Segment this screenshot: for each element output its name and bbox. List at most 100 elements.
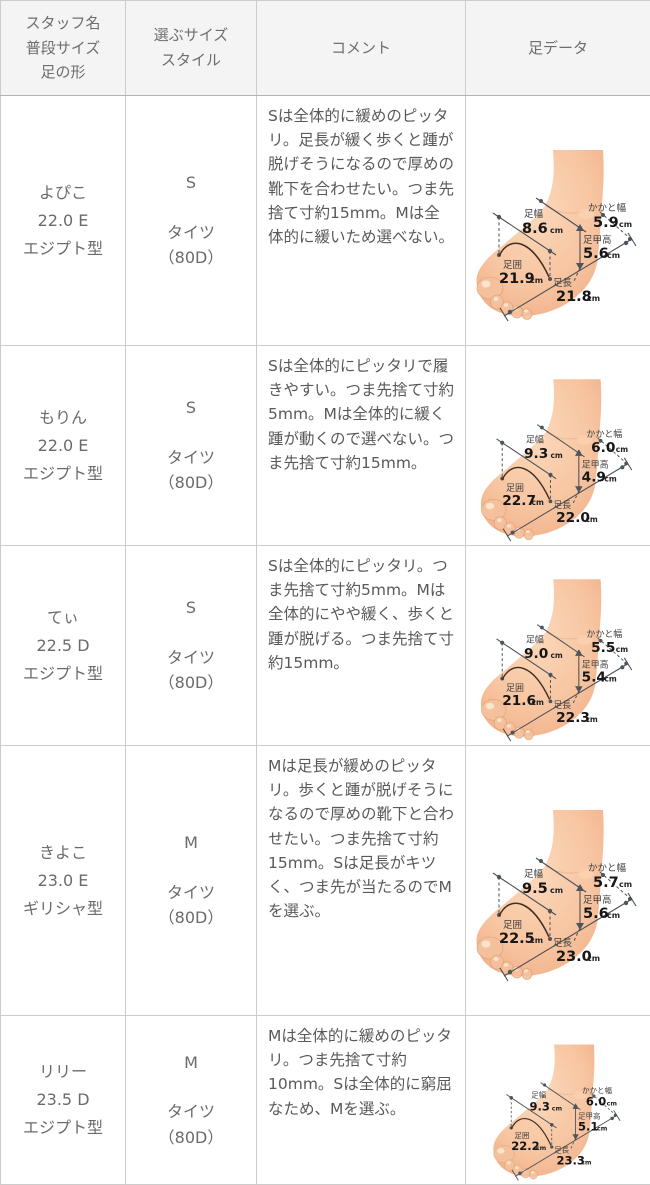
heel-width-unit: cm bbox=[606, 1100, 617, 1107]
foot-data-cell: 足幅 9.0 cm かかと幅 5.5 cm 足甲高 5.4 cm 足囲 21.6… bbox=[466, 546, 650, 746]
instep-height-value: 5.1 bbox=[577, 1119, 597, 1133]
foot-data-cell: 足幅 9.3 cm かかと幅 6.0 cm 足甲高 5.1 cm 足囲 22.2… bbox=[466, 1016, 650, 1185]
foot-length-label: 足長 bbox=[553, 278, 573, 289]
instep-height-label: 足甲高 bbox=[583, 234, 612, 246]
foot-diagram: 足幅 8.6 cm かかと幅 5.9 cm 足甲高 5.6 cm 足囲 21.9… bbox=[466, 118, 650, 323]
staff-usual-size: 23.0 E bbox=[2, 867, 124, 895]
foot-width-unit: cm bbox=[550, 226, 563, 235]
staff-usual-size: 22.0 E bbox=[2, 207, 124, 235]
choice-cell: S タイツ （80D） bbox=[126, 96, 257, 346]
instep-height-value: 5.6 bbox=[583, 906, 609, 922]
instep-height-unit: cm bbox=[597, 1125, 608, 1132]
foot-diagram: 足幅 9.3 cm かかと幅 6.0 cm 足甲高 4.9 cm 足囲 22.7… bbox=[471, 349, 646, 543]
table-row: てぃ 22.5 D エジプト型 S タイツ （80D） Sは全体的にピッタリ。つ… bbox=[1, 546, 650, 746]
header-foot-data: 足データ bbox=[466, 1, 650, 96]
chosen-size: M bbox=[127, 1050, 255, 1076]
staff-cell: てぃ 22.5 D エジプト型 bbox=[1, 546, 126, 746]
heel-width-label: かかと幅 bbox=[581, 1084, 612, 1094]
chosen-size: S bbox=[127, 395, 255, 421]
foot-girth-label: 足囲 bbox=[503, 260, 522, 271]
table-row: よぴこ 22.0 E エジプト型 S タイツ （80D） Sは全体的に緩めのピッ… bbox=[1, 96, 650, 346]
heel-width-unit: cm bbox=[619, 220, 632, 229]
staff-foot-shape: エジプト型 bbox=[2, 235, 124, 263]
heel-width-value: 5.5 bbox=[591, 640, 615, 656]
comment-text: Sは全体的にピッタリで履きやすい。つま先捨て寸約5mm。Mは全体的に緩く踵が動く… bbox=[268, 357, 454, 472]
instep-height-label: 足甲高 bbox=[581, 458, 608, 470]
foot-diagram: 足幅 9.3 cm かかと幅 6.0 cm 足甲高 5.1 cm 足囲 22.2… bbox=[485, 1019, 632, 1182]
heel-width-unit: cm bbox=[615, 645, 627, 654]
foot-width-label: 足幅 bbox=[531, 1089, 547, 1099]
foot-data-cell: 足幅 9.5 cm かかと幅 5.7 cm 足甲高 5.6 cm 足囲 22.5… bbox=[466, 746, 650, 1016]
staff-cell: リリー 23.5 D エジプト型 bbox=[1, 1016, 126, 1185]
foot-width-value: 9.3 bbox=[529, 1099, 549, 1113]
choice-cell: S タイツ （80D） bbox=[126, 546, 257, 746]
comment-cell: Mは全体的に緩めのピッタリ。つま先捨て寸約10mm。Sは全体的に窮屈なため、Mを… bbox=[257, 1016, 466, 1185]
foot-length-label: 足長 bbox=[553, 938, 573, 949]
table-row: リリー 23.5 D エジプト型 M タイツ （80D） Mは全体的に緩めのピッ… bbox=[1, 1016, 650, 1185]
instep-height-unit: cm bbox=[607, 911, 620, 920]
chosen-style: タイツ bbox=[127, 880, 255, 906]
foot-girth-unit: cm bbox=[535, 1145, 546, 1152]
heel-width-value: 6.0 bbox=[591, 440, 615, 456]
table-row: きよこ 23.0 E ギリシャ型 M タイツ （80D） Mは足長が緩めのピッタ… bbox=[1, 746, 650, 1016]
table-row: もりん 22.0 E エジプト型 S タイツ （80D） Sは全体的にピッタリで… bbox=[1, 346, 650, 546]
chosen-denier: （80D） bbox=[127, 1125, 255, 1151]
comment-text: Sは全体的に緩めのピッタリ。足長が緩く歩くと踵が脱げそうになるので厚めの靴下を合… bbox=[268, 107, 454, 246]
instep-height-value: 4.9 bbox=[581, 469, 605, 485]
header-staff: スタッフ名 普段サイズ 足の形 bbox=[1, 1, 126, 96]
staff-foot-shape: ギリシャ型 bbox=[2, 895, 124, 923]
chosen-size: S bbox=[127, 170, 255, 196]
staff-cell: きよこ 23.0 E ギリシャ型 bbox=[1, 746, 126, 1016]
foot-length-unit: cm bbox=[581, 1159, 592, 1166]
instep-height-unit: cm bbox=[604, 674, 616, 683]
comment-cell: Sは全体的にピッタリで履きやすい。つま先捨て寸約5mm。Mは全体的に緩く踵が動く… bbox=[257, 346, 466, 546]
instep-height-value: 5.4 bbox=[581, 669, 605, 685]
foot-width-value: 8.6 bbox=[522, 221, 548, 237]
chosen-denier: （80D） bbox=[127, 905, 255, 931]
foot-width-unit: cm bbox=[551, 1105, 562, 1112]
heel-width-label: かかと幅 bbox=[586, 428, 622, 440]
instep-height-unit: cm bbox=[607, 251, 620, 260]
comment-text: Sは全体的にピッタリ。つま先捨て寸約5mm。Mは全体的にやや緩く、歩くと踵が脱げ… bbox=[268, 557, 454, 672]
comment-text: Mは全体的に緩めのピッタリ。つま先捨て寸約10mm。Sは全体的に窮屈なため、Mを… bbox=[268, 1027, 452, 1118]
staff-cell: よぴこ 22.0 E エジプト型 bbox=[1, 96, 126, 346]
comment-cell: Sは全体的に緩めのピッタリ。足長が緩く歩くと踵が脱げそうになるので厚めの靴下を合… bbox=[257, 96, 466, 346]
foot-data-cell: 足幅 8.6 cm かかと幅 5.9 cm 足甲高 5.6 cm 足囲 21.9… bbox=[466, 96, 650, 346]
foot-width-value: 9.5 bbox=[522, 881, 548, 897]
foot-length-unit: cm bbox=[587, 954, 600, 963]
comment-cell: Mは足長が緩めのピッタリ。歩くと踵が脱げそうになるので厚めの靴下と合わせたい。つ… bbox=[257, 746, 466, 1016]
staff-name: よぴこ bbox=[2, 179, 124, 207]
chosen-style: タイツ bbox=[127, 645, 255, 671]
foot-width-value: 9.3 bbox=[523, 445, 547, 461]
staff-usual-size: 22.5 D bbox=[2, 632, 124, 660]
staff-usual-size: 23.5 D bbox=[2, 1086, 124, 1114]
table-header: スタッフ名 普段サイズ 足の形 選ぶサイズ スタイル コメント 足データ bbox=[1, 1, 650, 96]
staff-name: リリー bbox=[2, 1058, 124, 1086]
staff-foot-shape: エジプト型 bbox=[2, 660, 124, 688]
instep-height-unit: cm bbox=[604, 474, 616, 483]
comment-cell: Sは全体的にピッタリ。つま先捨て寸約5mm。Mは全体的にやや緩く、歩くと踵が脱げ… bbox=[257, 546, 466, 746]
choice-cell: M タイツ （80D） bbox=[126, 746, 257, 1016]
heel-width-unit: cm bbox=[615, 445, 627, 454]
choice-cell: M タイツ （80D） bbox=[126, 1016, 257, 1185]
chosen-denier: （80D） bbox=[127, 470, 255, 496]
chosen-denier: （80D） bbox=[127, 245, 255, 271]
chosen-denier: （80D） bbox=[127, 670, 255, 696]
chosen-style: タイツ bbox=[127, 1099, 255, 1125]
chosen-style: タイツ bbox=[127, 445, 255, 471]
heel-width-value: 6.0 bbox=[585, 1094, 605, 1108]
chosen-size: S bbox=[127, 595, 255, 621]
foot-girth-unit: cm bbox=[531, 498, 543, 507]
staff-usual-size: 22.0 E bbox=[2, 432, 124, 460]
header-choice: 選ぶサイズ スタイル bbox=[126, 1, 257, 96]
foot-width-unit: cm bbox=[550, 886, 563, 895]
foot-width-label: 足幅 bbox=[524, 208, 544, 220]
heel-width-label: かかと幅 bbox=[588, 202, 627, 214]
foot-diagram: 足幅 9.0 cm かかと幅 5.5 cm 足甲高 5.4 cm 足囲 21.6… bbox=[471, 549, 646, 743]
staff-name: もりん bbox=[2, 404, 124, 432]
foot-girth-unit: cm bbox=[530, 276, 543, 285]
heel-width-value: 5.9 bbox=[593, 215, 619, 231]
staff-cell: もりん 22.0 E エジプト型 bbox=[1, 346, 126, 546]
foot-length-unit: cm bbox=[585, 715, 597, 724]
